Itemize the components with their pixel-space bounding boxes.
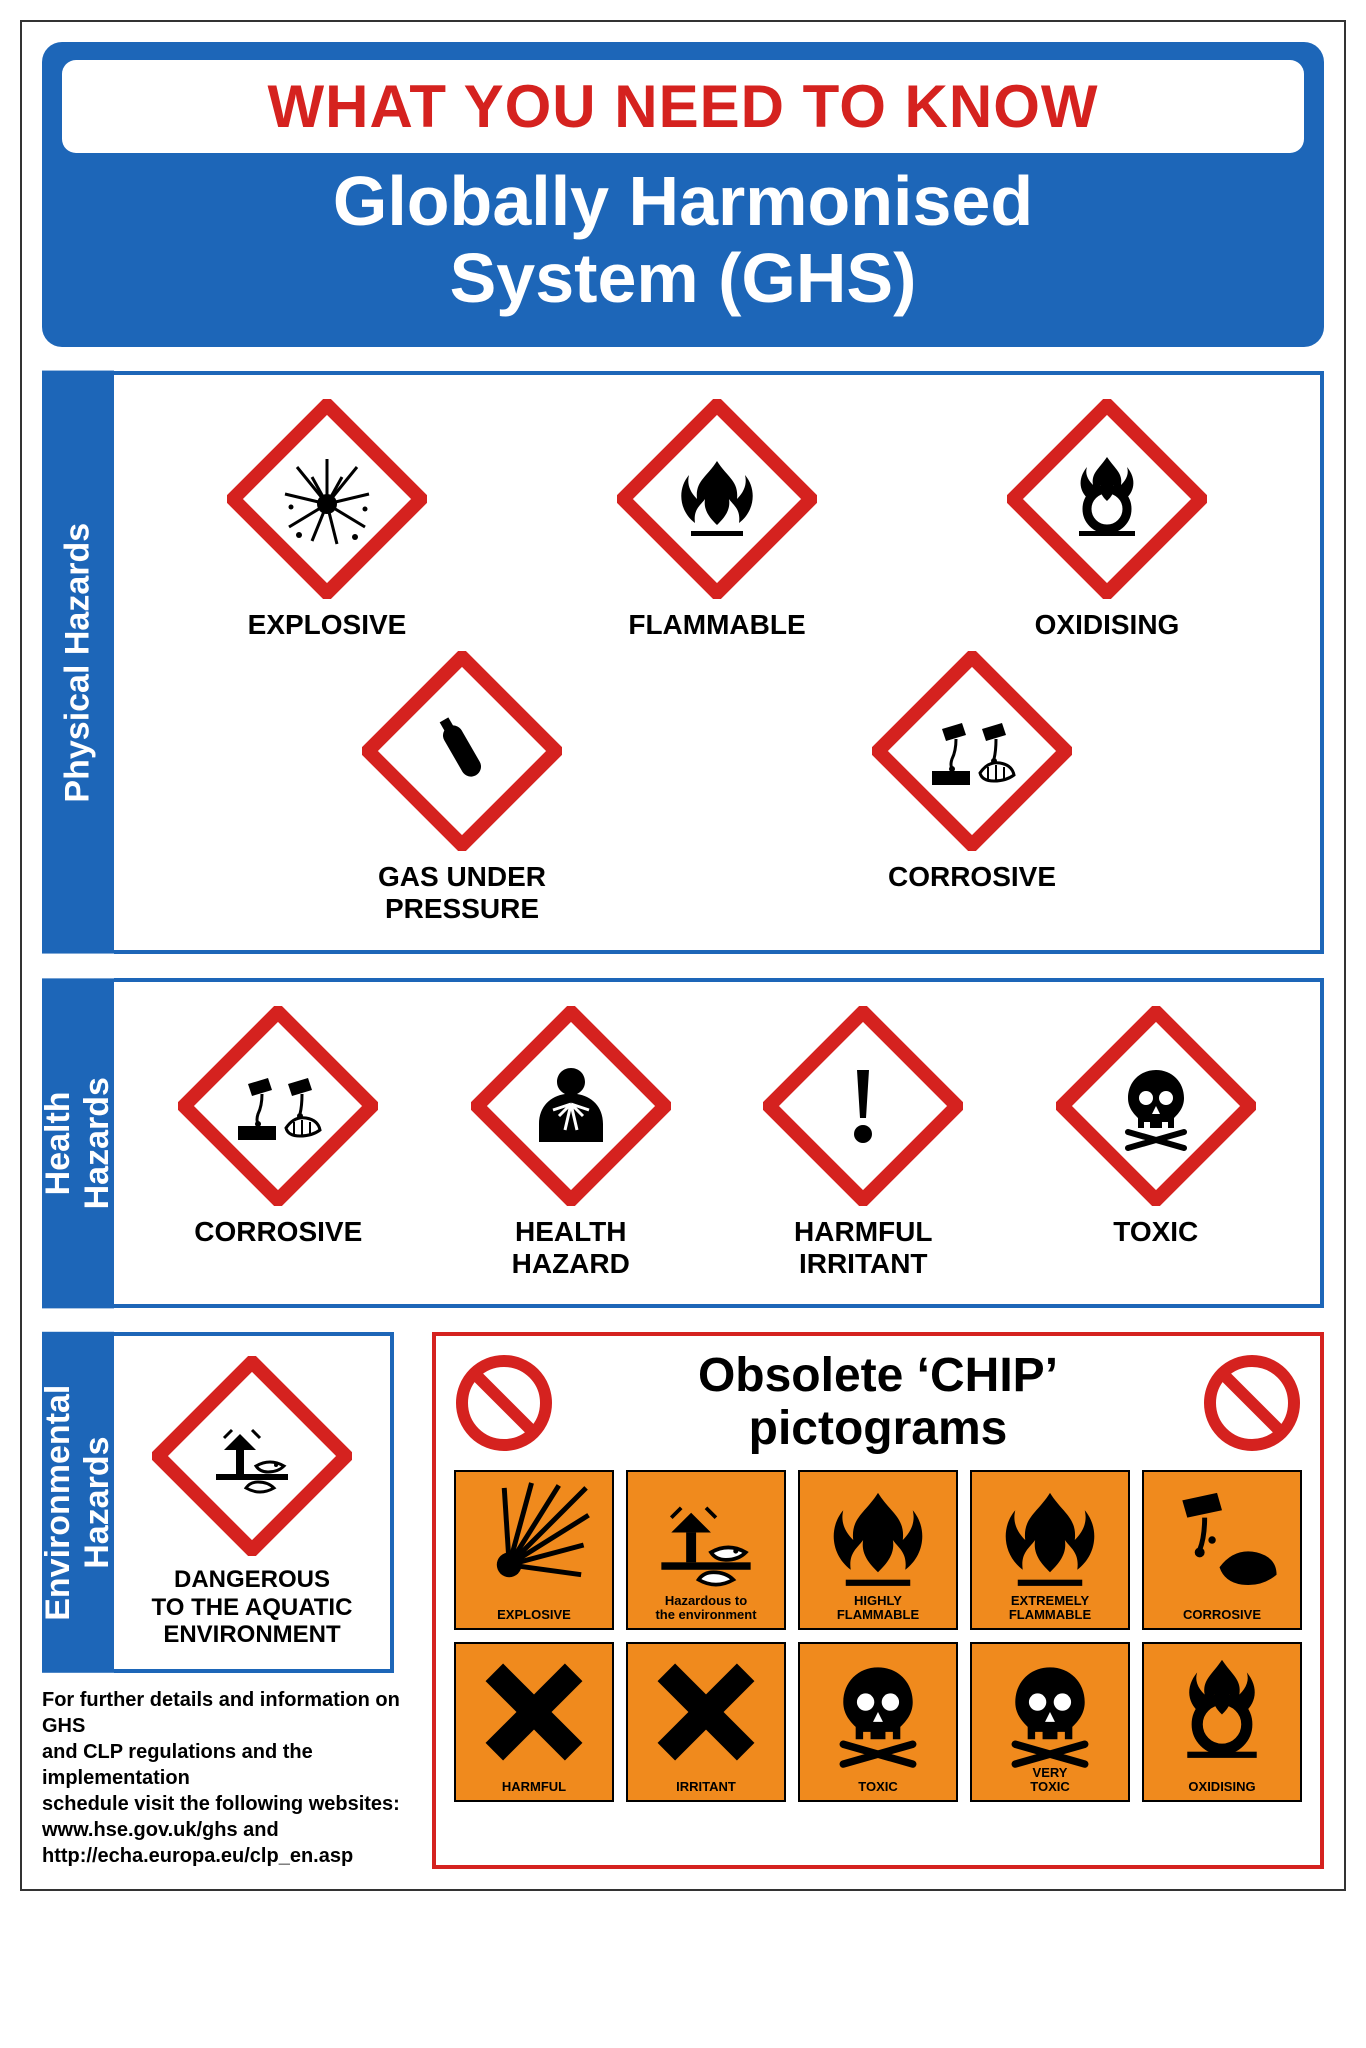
chip-c_x: HARMFUL bbox=[454, 1642, 614, 1802]
header-sub-line2: System (GHS) bbox=[450, 239, 917, 317]
chip-title-l2: pictograms bbox=[749, 1402, 1008, 1455]
c_corrosive-icon bbox=[1150, 1478, 1294, 1602]
hazard-flammable: FLAMMABLE bbox=[527, 399, 907, 641]
header-banner: WHAT YOU NEED TO KNOW Globally Harmonise… bbox=[42, 42, 1324, 347]
explosive-pictogram bbox=[227, 399, 427, 599]
c_env-icon bbox=[634, 1478, 778, 1602]
hazard-label: HARMFULIRRITANT bbox=[723, 1216, 1003, 1280]
hazard-label: DANGEROUSTO THE AQUATICENVIRONMENT bbox=[126, 1566, 378, 1649]
hazard-label: CORROSIVE bbox=[138, 1216, 418, 1248]
tab-physical: Physical Hazards bbox=[42, 371, 114, 954]
hazard-label: OXIDISING bbox=[917, 609, 1297, 641]
chip-label: IRRITANT bbox=[676, 1780, 736, 1794]
footer-l2: and CLP regulations and the implementati… bbox=[42, 1741, 313, 1789]
hazard-healthhazard: HEALTHHAZARD bbox=[431, 1006, 711, 1280]
header-top: WHAT YOU NEED TO KNOW bbox=[62, 60, 1304, 153]
hazard-label: FLAMMABLE bbox=[527, 609, 907, 641]
prohibit-icon bbox=[454, 1353, 554, 1453]
aquatic-pictogram bbox=[152, 1356, 352, 1556]
c_flame-icon bbox=[978, 1478, 1122, 1602]
footer-l5: http://echa.europa.eu/clp_en.asp bbox=[42, 1845, 353, 1867]
c_explosive-icon bbox=[462, 1478, 606, 1602]
gas-pictogram bbox=[362, 651, 562, 851]
bottom-row: Environmental Hazards DANGEROUSTO THE AQ… bbox=[42, 1332, 1324, 1869]
chip-c_x: IRRITANT bbox=[626, 1642, 786, 1802]
c_x-icon bbox=[462, 1650, 606, 1774]
footer-l1: For further details and information on G… bbox=[42, 1689, 400, 1737]
chip-c_oxid: OXIDISING bbox=[1142, 1642, 1302, 1802]
chip-label: OXIDISING bbox=[1188, 1780, 1255, 1794]
chip-c_flame: EXTREMELYFLAMMABLE bbox=[970, 1470, 1130, 1630]
prohibit-icon bbox=[1202, 1353, 1302, 1453]
hazard-label: GAS UNDERPRESSURE bbox=[282, 861, 642, 925]
hazard-corrosive: CORROSIVE bbox=[792, 651, 1152, 925]
c_skull-icon bbox=[806, 1650, 950, 1774]
flammable-pictogram bbox=[617, 399, 817, 599]
ghs-poster: WHAT YOU NEED TO KNOW Globally Harmonise… bbox=[20, 20, 1346, 1891]
footer-l3: schedule visit the following websites: bbox=[42, 1793, 400, 1815]
chip-c_flame: HIGHLYFLAMMABLE bbox=[798, 1470, 958, 1630]
tab-environmental: Environmental Hazards bbox=[42, 1332, 114, 1673]
footer-l4: www.hse.gov.uk/ghs and bbox=[42, 1819, 279, 1841]
c_x-icon bbox=[634, 1650, 778, 1774]
tab-health: Health Hazards bbox=[42, 978, 114, 1308]
chip-c_env: Hazardous tothe environment bbox=[626, 1470, 786, 1630]
hazard-label: EXPLOSIVE bbox=[137, 609, 517, 641]
chip-label: CORROSIVE bbox=[1183, 1608, 1261, 1622]
exclaim-pictogram bbox=[763, 1006, 963, 1206]
chip-title-l1: Obsolete ‘CHIP’ bbox=[698, 1349, 1058, 1402]
hazard-exclaim: HARMFULIRRITANT bbox=[723, 1006, 1003, 1280]
healthhazard-pictogram bbox=[471, 1006, 671, 1206]
chip-header: Obsolete ‘CHIP’ pictograms bbox=[454, 1350, 1302, 1456]
section-health: Health Hazards CORROSIVE HEALTHHAZARD HA… bbox=[42, 978, 1324, 1308]
skull-pictogram bbox=[1056, 1006, 1256, 1206]
chip-title: Obsolete ‘CHIP’ pictograms bbox=[698, 1350, 1058, 1456]
chip-c_skull: TOXIC bbox=[798, 1642, 958, 1802]
hazard-label: HEALTHHAZARD bbox=[431, 1216, 711, 1280]
oxidising-pictogram bbox=[1007, 399, 1207, 599]
hazard-oxidising: OXIDISING bbox=[917, 399, 1297, 641]
hazard-explosive: EXPLOSIVE bbox=[137, 399, 517, 641]
section-environmental: Environmental Hazards DANGEROUSTO THE AQ… bbox=[42, 1332, 412, 1673]
chip-c_explosive: EXPLOSIVE bbox=[454, 1470, 614, 1630]
hazard-gas: GAS UNDERPRESSURE bbox=[282, 651, 642, 925]
c_skull-icon bbox=[978, 1650, 1122, 1774]
section-physical: Physical Hazards EXPLOSIVE FLAMMABLE OXI… bbox=[42, 371, 1324, 954]
corrosive-pictogram bbox=[178, 1006, 378, 1206]
chip-label: EXPLOSIVE bbox=[497, 1608, 571, 1622]
chip-label: HARMFUL bbox=[502, 1780, 566, 1794]
footer-note: For further details and information on G… bbox=[42, 1687, 412, 1869]
hazard-corrosive: CORROSIVE bbox=[138, 1006, 418, 1248]
c_flame-icon bbox=[806, 1478, 950, 1602]
chip-label: TOXIC bbox=[858, 1780, 898, 1794]
chip-c_skull: VERYTOXIC bbox=[970, 1642, 1130, 1802]
chip-c_corrosive: CORROSIVE bbox=[1142, 1470, 1302, 1630]
header-sub-line1: Globally Harmonised bbox=[333, 162, 1033, 240]
hazard-skull: TOXIC bbox=[1016, 1006, 1296, 1248]
panel-environmental: DANGEROUSTO THE AQUATICENVIRONMENT bbox=[114, 1332, 394, 1673]
hazard-label: CORROSIVE bbox=[792, 861, 1152, 893]
hazard-label: TOXIC bbox=[1016, 1216, 1296, 1248]
c_oxid-icon bbox=[1150, 1650, 1294, 1774]
chip-grid: EXPLOSIVE Hazardous tothe environment HI… bbox=[454, 1470, 1302, 1802]
panel-health: CORROSIVE HEALTHHAZARD HARMFULIRRITANT T… bbox=[114, 978, 1324, 1308]
panel-physical: EXPLOSIVE FLAMMABLE OXIDISING GAS UNDERP… bbox=[114, 371, 1324, 954]
chip-box: Obsolete ‘CHIP’ pictograms EXPLOSIVE Haz… bbox=[432, 1332, 1324, 1869]
header-subtitle: Globally Harmonised System (GHS) bbox=[62, 163, 1304, 317]
corrosive-pictogram bbox=[872, 651, 1072, 851]
